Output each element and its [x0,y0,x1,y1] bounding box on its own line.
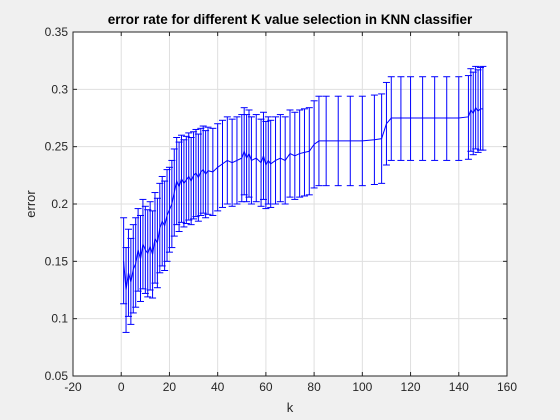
x-tick-label: 40 [211,380,225,394]
y-tick-label: 0.35 [45,25,69,39]
y-axis-label: error [23,190,38,218]
x-tick-label: 20 [163,380,177,394]
y-tick-label: 0.3 [51,82,68,96]
x-tick-label: 120 [401,380,421,394]
y-tick-label: 0.1 [51,312,68,326]
y-tick-label: 0.05 [45,369,69,383]
x-axis-label: k [287,400,294,415]
y-tick-label: 0.25 [45,140,69,154]
x-tick-label: 80 [307,380,321,394]
x-tick-label: 160 [497,380,517,394]
x-tick-label: 100 [352,380,372,394]
x-tick-label: 60 [259,380,273,394]
x-tick-label: 140 [449,380,469,394]
x-tick-label: 0 [118,380,125,394]
y-tick-label: 0.2 [51,197,68,211]
chart-title: error rate for different K value selecti… [108,12,473,27]
y-tick-label: 0.15 [45,254,69,268]
